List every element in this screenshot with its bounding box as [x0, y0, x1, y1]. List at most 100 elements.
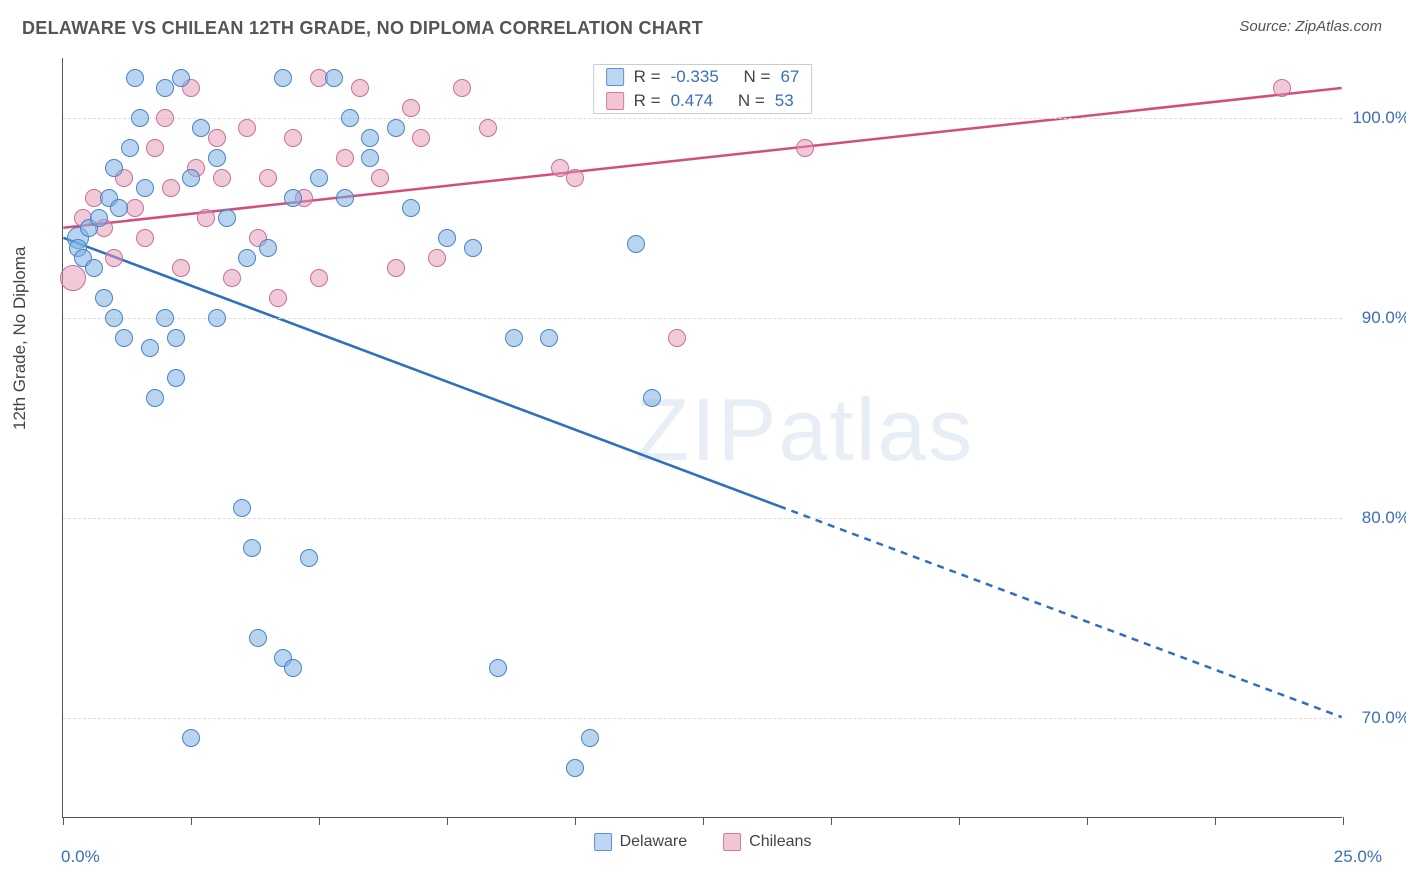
stat-n-value-chileans: 53: [775, 91, 794, 111]
delaware-point: [141, 339, 159, 357]
delaware-point: [110, 199, 128, 217]
legend-label: Delaware: [620, 833, 688, 851]
delaware-point: [146, 389, 164, 407]
delaware-point: [325, 69, 343, 87]
x-tick: [959, 817, 960, 825]
source-name: ZipAtlas.com: [1295, 18, 1382, 35]
delaware-point: [95, 289, 113, 307]
chileans-point: [479, 119, 497, 137]
regression-lines: [63, 58, 1342, 817]
chileans-point: [162, 179, 180, 197]
delaware-point: [121, 139, 139, 157]
delaware-point: [581, 729, 599, 747]
chileans-point: [172, 259, 190, 277]
legend: Delaware Chileans: [594, 833, 812, 851]
chileans-point: [310, 269, 328, 287]
y-tick-label: 70.0%: [1350, 708, 1406, 728]
x-tick-label-min: 0.0%: [61, 847, 100, 867]
chileans-point: [336, 149, 354, 167]
chileans-point: [259, 169, 277, 187]
gridline: [63, 118, 1342, 119]
delaware-point: [136, 179, 154, 197]
delaware-point: [249, 629, 267, 647]
x-tick-label-max: 25.0%: [1334, 847, 1382, 867]
delaware-swatch-icon: [594, 833, 612, 851]
delaware-point: [172, 69, 190, 87]
source-attribution: Source: ZipAtlas.com: [1239, 18, 1382, 35]
delaware-point: [238, 249, 256, 267]
delaware-point: [643, 389, 661, 407]
delaware-point: [540, 329, 558, 347]
chileans-point: [146, 139, 164, 157]
x-tick: [447, 817, 448, 825]
x-tick: [191, 817, 192, 825]
chileans-point: [1273, 79, 1291, 97]
chileans-point: [156, 109, 174, 127]
source-prefix: Source:: [1239, 18, 1295, 35]
delaware-point: [361, 129, 379, 147]
y-axis-label: 12th Grade, No Diploma: [10, 247, 30, 430]
x-tick: [319, 817, 320, 825]
legend-item-delaware: Delaware: [594, 833, 688, 851]
chileans-point: [428, 249, 446, 267]
chileans-point: [269, 289, 287, 307]
chileans-point: [238, 119, 256, 137]
delaware-point: [341, 109, 359, 127]
chileans-swatch-icon: [606, 92, 624, 110]
delaware-point: [284, 189, 302, 207]
x-tick: [575, 817, 576, 825]
chileans-point: [566, 169, 584, 187]
chileans-point: [371, 169, 389, 187]
chileans-point: [197, 209, 215, 227]
delaware-point: [274, 69, 292, 87]
delaware-point: [182, 169, 200, 187]
gridline: [63, 718, 1342, 719]
delaware-point: [115, 329, 133, 347]
stat-r-label: R =: [634, 67, 661, 87]
chileans-point: [387, 259, 405, 277]
chileans-point: [796, 139, 814, 157]
chileans-swatch-icon: [723, 833, 741, 851]
delaware-point: [85, 259, 103, 277]
delaware-point: [566, 759, 584, 777]
delaware-point: [105, 159, 123, 177]
delaware-point: [131, 109, 149, 127]
chileans-point: [351, 79, 369, 97]
chileans-point: [213, 169, 231, 187]
stat-r-value-chileans: 0.474: [671, 91, 714, 111]
delaware-point: [464, 239, 482, 257]
delaware-point: [438, 229, 456, 247]
chileans-point: [668, 329, 686, 347]
chileans-point: [453, 79, 471, 97]
delaware-point: [208, 309, 226, 327]
delaware-point: [156, 309, 174, 327]
delaware-point: [361, 149, 379, 167]
stat-r-label: R =: [634, 91, 661, 111]
delaware-point: [284, 659, 302, 677]
chileans-point: [402, 99, 420, 117]
delaware-point: [627, 235, 645, 253]
delaware-point: [90, 209, 108, 227]
stat-n-value-delaware: 67: [780, 67, 799, 87]
y-tick-label: 80.0%: [1350, 508, 1406, 528]
chileans-point: [208, 129, 226, 147]
delaware-point: [243, 539, 261, 557]
regression-line: [779, 506, 1341, 717]
delaware-swatch-icon: [606, 68, 624, 86]
stat-r-value-delaware: -0.335: [671, 67, 719, 87]
chileans-point: [60, 265, 86, 291]
correlation-stats-box: R = -0.335 N = 67 R = 0.474 N = 53: [593, 64, 813, 114]
delaware-point: [300, 549, 318, 567]
delaware-point: [336, 189, 354, 207]
x-tick: [1215, 817, 1216, 825]
delaware-point: [505, 329, 523, 347]
stat-n-label: N =: [744, 67, 771, 87]
delaware-point: [126, 69, 144, 87]
legend-label: Chileans: [749, 833, 811, 851]
stats-row-delaware: R = -0.335 N = 67: [594, 65, 812, 89]
delaware-point: [233, 499, 251, 517]
delaware-point: [218, 209, 236, 227]
delaware-point: [182, 729, 200, 747]
chileans-point: [223, 269, 241, 287]
delaware-point: [105, 309, 123, 327]
